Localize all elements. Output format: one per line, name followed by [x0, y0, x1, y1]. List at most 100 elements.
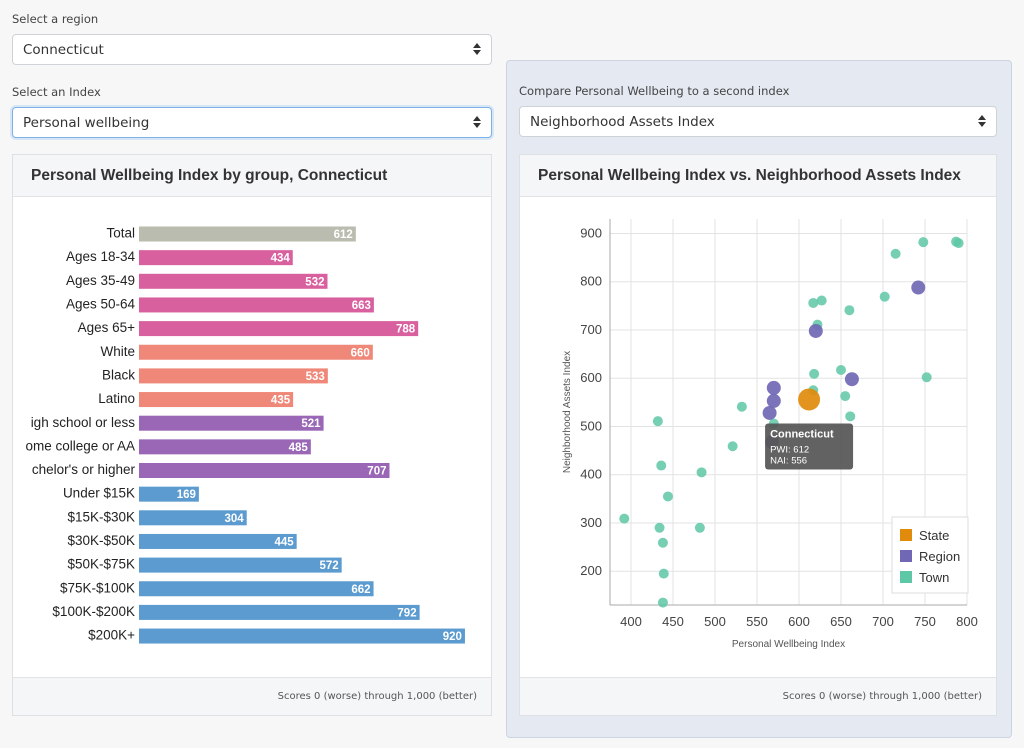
legend-swatch-region	[900, 550, 912, 562]
region-point	[766, 393, 781, 408]
y-tick-label: 800	[580, 274, 602, 289]
bar-label-chelor-s-or-higher: chelor's or higher	[32, 462, 136, 477]
y-tick-label: 700	[580, 322, 602, 337]
bar-ages-18-34	[139, 250, 293, 266]
x-tick-label: 400	[620, 614, 642, 629]
x-tick-label: 800	[956, 614, 978, 629]
region-point	[762, 405, 777, 420]
bar-value-100k-200k: 792	[397, 607, 416, 619]
y-tick-label: 300	[580, 515, 602, 530]
x-tick-label: 700	[872, 614, 894, 629]
town-point	[845, 411, 856, 422]
bar-value-50k-75k: 572	[319, 560, 338, 572]
town-point	[808, 297, 819, 308]
town-point	[836, 365, 846, 376]
region-point	[766, 380, 781, 395]
town-point	[694, 522, 705, 533]
bar-label-ages-18-34: Ages 18-34	[66, 249, 136, 264]
bar-label-75k-100k: $75K-$100K	[60, 580, 135, 595]
bar-50k-75k	[139, 557, 342, 573]
region-select-value: Connecticut	[23, 41, 104, 58]
bar-label-15k-30k: $15K-$30K	[67, 509, 135, 524]
town-point	[844, 305, 855, 316]
bar-value-ages-18-34: 434	[271, 253, 291, 265]
town-point	[918, 237, 929, 248]
legend-swatch-state	[900, 529, 912, 541]
town-point	[656, 460, 667, 471]
select-arrows-icon	[473, 115, 481, 129]
scatter-chart-panel: Personal Wellbeing Index vs. Neighborhoo…	[519, 154, 997, 716]
select-arrows-icon	[473, 42, 481, 56]
bar-30k-50k	[139, 533, 297, 549]
region-select[interactable]: Connecticut	[12, 34, 492, 65]
bar-15k-30k	[139, 510, 247, 526]
legend-label-region: Region	[919, 549, 960, 564]
scatter-chart-title: Personal Wellbeing Index vs. Neighborhoo…	[520, 155, 996, 197]
bar-ome-college-or-aa	[139, 439, 311, 455]
bar-value-15k-30k: 304	[225, 513, 245, 525]
town-point	[890, 248, 901, 259]
town-point	[816, 295, 827, 306]
town-point	[657, 597, 668, 608]
bar-value-black: 533	[306, 371, 325, 383]
bar-label-ages-65: Ages 65+	[78, 320, 136, 335]
bar-under-15k	[139, 486, 199, 502]
bar-black	[139, 368, 328, 384]
town-point	[736, 401, 747, 412]
bar-label-total: Total	[106, 226, 135, 241]
bar-value-chelor-s-or-higher: 707	[367, 466, 386, 478]
bar-100k-200k	[139, 604, 420, 620]
bar-chart-panel: Personal Wellbeing Index by group, Conne…	[12, 154, 492, 716]
bar-ages-50-64	[139, 297, 374, 313]
index-select-value: Personal wellbeing	[23, 114, 150, 131]
town-point	[657, 537, 668, 548]
bar-chart: Total 612 Ages 18-34 434 Ages 35-49 532 Ages 5…	[25, 226, 465, 644]
town-point	[619, 513, 630, 524]
bar-value-igh-school-or-less: 521	[301, 418, 321, 430]
tooltip	[765, 423, 854, 470]
scatter-chart-footer: Scores 0 (worse) through 1,000 (better)	[520, 677, 996, 715]
compare-select-value: Neighborhood Assets Index	[530, 113, 715, 130]
select-arrows-icon	[978, 114, 986, 128]
bar-label-200k: $200K+	[88, 628, 135, 643]
tooltip-title: Connecticut	[770, 428, 834, 440]
x-tick-label: 550	[746, 614, 768, 629]
bar-label-under-15k: Under $15K	[63, 486, 135, 501]
bar-chart-title: Personal Wellbeing Index by group, Conne…	[13, 155, 491, 197]
x-tick-label: 500	[704, 614, 726, 629]
region-select-label: Select a region	[12, 12, 99, 26]
compare-select[interactable]: Neighborhood Assets Index	[519, 106, 997, 137]
bar-value-white: 660	[351, 347, 370, 359]
region-point	[808, 323, 823, 338]
bar-label-ages-35-49: Ages 35-49	[66, 273, 135, 288]
town-point	[879, 291, 890, 302]
x-tick-label: 600	[788, 614, 810, 629]
bar-label-ome-college-or-aa: ome college or AA	[25, 438, 135, 453]
region-point	[911, 280, 926, 295]
y-tick-label: 500	[580, 418, 602, 433]
index-select[interactable]: Personal wellbeing	[12, 107, 492, 138]
x-tick-label: 650	[830, 614, 852, 629]
legend-swatch-town	[900, 571, 912, 583]
bar-label-ages-50-64: Ages 50-64	[66, 297, 136, 312]
bar-label-latino: Latino	[98, 391, 135, 406]
town-point	[696, 467, 707, 478]
bar-value-ages-35-49: 532	[305, 276, 324, 288]
bar-label-50k-75k: $50K-$75K	[67, 557, 135, 572]
legend-label-town: Town	[919, 570, 949, 585]
town-point	[662, 491, 673, 502]
tooltip-pwi: PWI: 612	[770, 444, 809, 455]
bar-label-100k-200k: $100K-$200K	[52, 604, 135, 619]
bar-label-30k-50k: $30K-$50K	[67, 533, 135, 548]
town-point	[921, 372, 932, 383]
index-select-label: Select an Index	[12, 85, 101, 99]
bar-value-75k-100k: 662	[351, 584, 370, 596]
bar-igh-school-or-less	[139, 415, 324, 431]
y-tick-label: 400	[580, 467, 602, 482]
tooltip-nai: NAI: 556	[770, 455, 807, 466]
town-point	[727, 441, 738, 452]
bar-ages-65	[139, 321, 419, 337]
bar-chart-footer: Scores 0 (worse) through 1,000 (better)	[13, 677, 491, 715]
bar-value-ages-65: 788	[396, 324, 416, 336]
bar-total	[139, 226, 356, 242]
